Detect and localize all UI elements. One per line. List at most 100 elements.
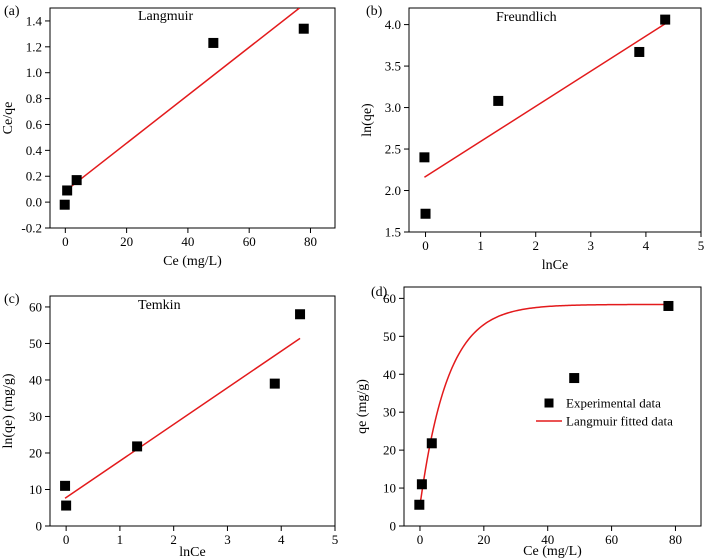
x-tick-label: 2 bbox=[170, 532, 177, 547]
x-tick-label: 80 bbox=[304, 234, 317, 249]
panel-label: (b) bbox=[366, 4, 383, 19]
x-tick-label: 0 bbox=[62, 234, 69, 249]
data-point bbox=[414, 499, 425, 510]
data-point bbox=[426, 438, 437, 449]
fit-curve bbox=[418, 303, 669, 506]
y-tick-label: 10 bbox=[383, 481, 396, 496]
y-tick-label: 0 bbox=[36, 519, 43, 534]
y-tick-label: 1.4 bbox=[26, 13, 43, 28]
x-tick-label: 60 bbox=[243, 234, 256, 249]
plot-frame bbox=[49, 7, 336, 229]
x-tick-label: 4 bbox=[643, 238, 650, 253]
y-tick-label: 3.5 bbox=[385, 59, 401, 74]
plot-frame bbox=[408, 7, 702, 233]
y-tick-label: 50 bbox=[383, 329, 396, 344]
y-axis-label: qe (mg/g) bbox=[355, 379, 370, 434]
data-point bbox=[493, 95, 504, 106]
panel-label: (c) bbox=[4, 292, 20, 307]
x-tick-label: 1 bbox=[117, 532, 124, 547]
plot-frame bbox=[403, 286, 702, 527]
data-point bbox=[62, 185, 73, 196]
data-point bbox=[60, 480, 71, 491]
y-tick-label: 1.5 bbox=[385, 225, 401, 240]
y-tick-label: 2.0 bbox=[385, 183, 401, 198]
x-tick-label: 4 bbox=[278, 532, 285, 547]
y-tick-label: 20 bbox=[29, 445, 42, 460]
y-tick-label: 0.8 bbox=[26, 91, 42, 106]
panel-a-langmuir-linear: 0 20 40 60 80 -0.2 0.0 0.2 0.4 0.6 0.8 1.0 1.2 1.4 Ce … bbox=[1, 4, 336, 269]
x-tick-label: 3 bbox=[224, 532, 231, 547]
x-tick-label: 60 bbox=[605, 532, 618, 547]
y-tick-label: 0.0 bbox=[26, 195, 42, 210]
x-axis-label: Ce (mg/L) bbox=[163, 254, 222, 269]
data-point bbox=[132, 441, 143, 452]
x-tick-label: 40 bbox=[541, 532, 554, 547]
fit-line bbox=[64, 337, 301, 499]
panel-d-langmuir-fit: 0 20 40 60 80 0 10 20 30 40 50 60 Ce (mg/L) qe (mg/g)… bbox=[355, 285, 702, 559]
data-point bbox=[419, 152, 430, 163]
x-tick-label: 2 bbox=[532, 238, 539, 253]
x-tick-label: 0 bbox=[417, 532, 424, 547]
chart-title: Freundlich bbox=[496, 10, 557, 25]
y-tick-label: 1.2 bbox=[26, 39, 42, 54]
data-point bbox=[420, 208, 431, 219]
data-point bbox=[71, 175, 82, 186]
legend-entry-label: Experimental data bbox=[566, 396, 661, 411]
y-tick-label: 0.4 bbox=[26, 143, 43, 158]
y-tick-label: 0.6 bbox=[26, 117, 43, 132]
y-axis-label: ln(qe) bbox=[360, 103, 375, 137]
x-tick-label: 1 bbox=[477, 238, 484, 253]
x-axis-label: Ce (mg/L) bbox=[523, 544, 582, 559]
x-tick-label: 40 bbox=[181, 234, 194, 249]
legend: Experimental data Langmuir fitted data bbox=[536, 396, 673, 429]
y-axis-label: ln(qe) (mg/g) bbox=[1, 373, 16, 448]
y-tick-label: 60 bbox=[383, 291, 396, 306]
legend-entry-label: Langmuir fitted data bbox=[566, 414, 673, 429]
y-axis-label: Ce/qe bbox=[1, 102, 16, 135]
x-tick-label: 5 bbox=[332, 532, 339, 547]
panel-label: (d) bbox=[371, 285, 388, 300]
y-tick-label: 40 bbox=[29, 372, 42, 387]
y-tick-label: 50 bbox=[29, 336, 42, 351]
chart-title: Temkin bbox=[138, 298, 181, 313]
data-point bbox=[660, 14, 671, 25]
chart-title: Langmuir bbox=[138, 9, 194, 24]
y-tick-label: 20 bbox=[383, 443, 396, 458]
data-point bbox=[208, 37, 219, 48]
fit-line bbox=[67, 8, 300, 190]
y-tick-label: 4.0 bbox=[385, 17, 401, 32]
y-tick-label: 0.2 bbox=[26, 169, 42, 184]
data-point bbox=[59, 199, 70, 210]
y-tick-label: 30 bbox=[29, 409, 42, 424]
panel-label: (a) bbox=[4, 4, 20, 19]
data-point bbox=[569, 373, 580, 384]
data-point bbox=[416, 479, 427, 490]
y-tick-label: 30 bbox=[383, 405, 396, 420]
x-tick-label: 80 bbox=[669, 532, 682, 547]
x-tick-label: 3 bbox=[588, 238, 595, 253]
y-tick-label: 10 bbox=[29, 482, 42, 497]
x-axis-label: lnCe bbox=[179, 545, 205, 559]
data-point bbox=[295, 309, 306, 320]
y-tick-label: 40 bbox=[383, 367, 396, 382]
data-point bbox=[269, 378, 280, 389]
y-tick-label: 2.5 bbox=[385, 142, 401, 157]
x-tick-label: 20 bbox=[477, 532, 490, 547]
plot-frame bbox=[49, 295, 336, 527]
panel-b-freundlich: 0 1 2 3 4 5 1.5 2.0 2.5 3.0 3.5 4.0 lnCe ln(qe) (b) Fre… bbox=[360, 4, 704, 273]
y-tick-label: 60 bbox=[29, 299, 42, 314]
y-tick-label: 3.0 bbox=[385, 100, 401, 115]
x-tick-label: 5 bbox=[698, 238, 705, 253]
y-tick-label: 1.0 bbox=[26, 65, 42, 80]
legend-marker bbox=[544, 398, 554, 408]
fit-line bbox=[424, 23, 666, 178]
y-tick-label: 0 bbox=[390, 519, 397, 534]
x-axis-label: lnCe bbox=[542, 258, 568, 273]
x-tick-label: 20 bbox=[120, 234, 133, 249]
data-point bbox=[298, 23, 309, 34]
data-point bbox=[61, 500, 72, 511]
data-point bbox=[663, 300, 674, 311]
data-point bbox=[634, 46, 645, 57]
y-tick-label: -0.2 bbox=[21, 221, 42, 236]
